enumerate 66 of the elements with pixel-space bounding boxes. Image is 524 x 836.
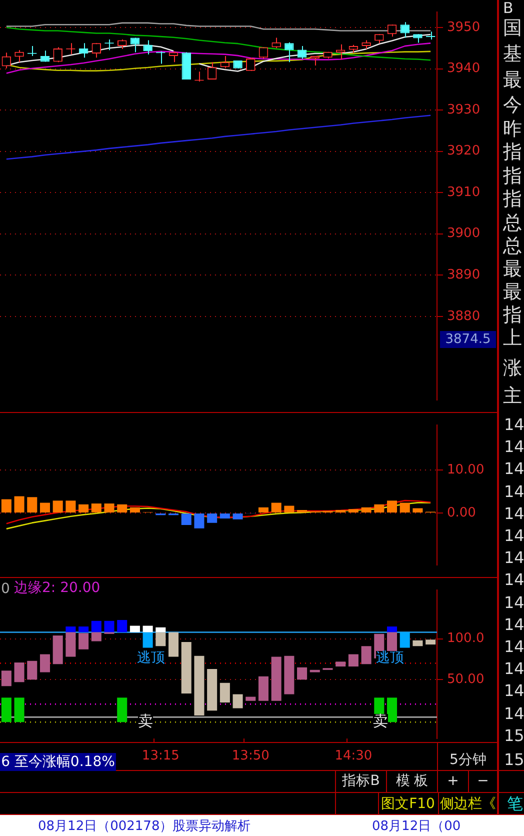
text: 总 <box>503 235 522 257</box>
y-tick-label: 3910 <box>447 184 480 200</box>
text: 指 <box>503 141 522 163</box>
y-tick-label: 0.00 <box>447 505 476 520</box>
y-tick-label: 3930 <box>447 102 480 118</box>
annotation: 卖 <box>373 712 388 730</box>
y-tick-label: 100.0 <box>447 631 484 646</box>
text: 最 <box>503 69 522 91</box>
text: 指 <box>503 304 522 326</box>
text: 指标B <box>341 773 381 789</box>
text: 指 <box>503 188 522 210</box>
text: 14 <box>504 415 524 434</box>
y-tick-label: 3900 <box>447 226 480 242</box>
text: 14 <box>504 504 524 523</box>
text: 14 <box>504 526 524 545</box>
text: 15 <box>504 750 524 769</box>
text: 最 <box>503 281 522 303</box>
text: 上 <box>503 327 522 349</box>
text: 昨 <box>503 118 522 140</box>
text: 14 <box>504 570 524 590</box>
text: 总 <box>503 212 522 234</box>
text: 14 <box>504 614 524 634</box>
text: 主 <box>503 385 522 407</box>
y-tick-label: 3950 <box>447 20 480 35</box>
text: 图文F10 <box>380 796 436 812</box>
x-tick-label: 14:30 <box>334 748 372 764</box>
annotation: 0 <box>1 581 10 597</box>
text: 15 <box>504 726 524 745</box>
text: 14 <box>504 592 524 612</box>
text: B <box>503 0 514 17</box>
text: 指 <box>503 165 522 187</box>
y-tick-label: 3920 <box>447 144 480 159</box>
text: 08月12日（002178）股票异动解析 <box>38 819 251 834</box>
text: 涨 <box>503 357 522 379</box>
text: 今 <box>503 94 522 116</box>
text: 侧边栏《 <box>439 796 497 812</box>
text: 14 <box>504 704 524 723</box>
chart-title: 边缘2: 20.00 <box>14 580 100 596</box>
text: 模 板 <box>394 773 430 789</box>
annotation: 卖 <box>138 712 153 730</box>
y-tick-label: 3890 <box>447 268 480 283</box>
text: 14 <box>504 437 524 456</box>
y-tick-label: 3880 <box>447 308 480 324</box>
annotation: 逃顶 <box>137 650 165 666</box>
y-tick-label: 3940 <box>447 61 480 76</box>
text: 08月12日（00 <box>372 819 461 834</box>
x-tick-label: 13:15 <box>142 748 180 764</box>
text: 5分钟 <box>448 752 488 768</box>
x-tick-label: 13:50 <box>232 748 270 764</box>
text: 14 <box>504 482 524 501</box>
text: 3874.5 <box>440 331 496 348</box>
text: 14 <box>504 637 524 656</box>
text: 14 <box>504 459 524 478</box>
text: 6 至今涨幅0.18% <box>0 753 116 771</box>
text: + <box>446 773 460 789</box>
text: 国 <box>503 17 522 39</box>
text: 14 <box>504 548 524 568</box>
y-tick-label: 50.00 <box>447 672 484 687</box>
text: 14 <box>504 659 524 678</box>
annotation: 逃顶 <box>376 650 404 666</box>
text: − <box>476 773 490 789</box>
text: 最 <box>503 258 522 280</box>
text: 基 <box>503 43 522 65</box>
text: 笔 <box>507 794 523 813</box>
y-tick-label: 10.00 <box>447 462 484 478</box>
text: 14 <box>504 681 524 700</box>
